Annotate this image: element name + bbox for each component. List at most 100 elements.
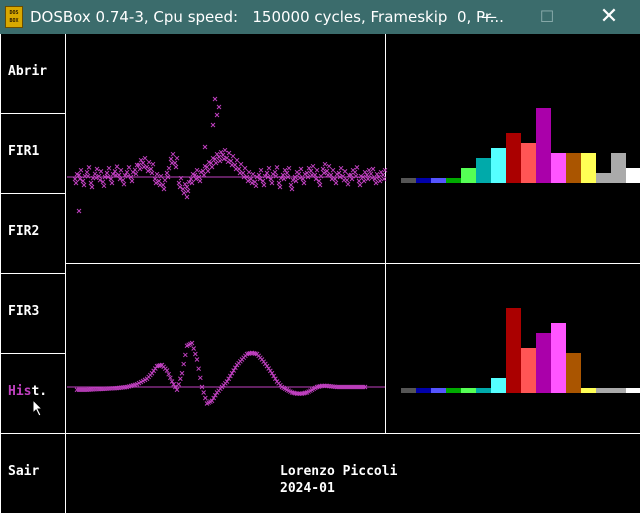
scatter-point [154, 171, 160, 177]
scatter-point [297, 175, 303, 181]
line-point [362, 384, 368, 390]
scatter-point [210, 122, 216, 128]
menu-item-fir2[interactable]: FIR2 [8, 224, 40, 239]
scatter-point [357, 182, 363, 188]
maximize-button[interactable]: ☐ [539, 7, 555, 26]
scatter-point [378, 169, 384, 175]
scatter-point [229, 162, 235, 168]
line-point [197, 375, 203, 381]
scatter-point [118, 167, 124, 173]
histogram-bar [626, 388, 640, 393]
histogram-bar [536, 333, 551, 393]
histogram-bar [476, 388, 491, 393]
scatter-point [174, 155, 180, 161]
menu-item-hist[interactable]: Hist. [8, 384, 47, 399]
line-point [227, 373, 233, 379]
histogram-bar [551, 153, 566, 183]
scatter-point [146, 159, 152, 165]
scatter-point [218, 149, 224, 155]
scatter-point [121, 181, 127, 187]
menu-divider-1 [0, 113, 65, 114]
scatter-point [253, 183, 259, 189]
scatter-point [224, 155, 230, 161]
line-point [269, 370, 275, 376]
minimize-button[interactable]: — [481, 7, 497, 26]
histogram-bar [506, 133, 521, 183]
scatter-point [129, 178, 135, 184]
title-bar[interactable]: DOS BOX DOSBox 0.74-3, Cpu speed: 150000… [0, 0, 640, 34]
histogram-bar [611, 388, 626, 393]
scatter-point [133, 171, 139, 177]
scatter-point [196, 174, 202, 180]
scatter-point [313, 176, 319, 182]
scatter-point [257, 176, 263, 182]
scatter-point [205, 168, 211, 174]
scatter-point [73, 180, 79, 186]
scatter-point [281, 176, 287, 182]
line-point [224, 379, 230, 384]
histogram-bar [581, 153, 596, 183]
histogram-bar [416, 388, 431, 393]
scatter-point [76, 208, 82, 214]
scatter-point [264, 170, 270, 176]
scatter-point [234, 157, 240, 163]
dosbox-icon: DOS BOX [5, 6, 23, 28]
scatter-point [112, 169, 118, 174]
scatter-point [216, 154, 222, 160]
histogram-bar [581, 388, 596, 393]
histogram-bar [431, 178, 446, 183]
scatter-point [338, 165, 344, 171]
scatter-point [254, 174, 260, 180]
menu-item-fir3[interactable]: FIR3 [8, 304, 40, 319]
dos-screen[interactable]: Abrir FIR1 FIR2 FIR3 Hist. Sair Lorenzo … [0, 34, 640, 513]
scatter-point [305, 174, 311, 180]
scatter-point [164, 170, 170, 176]
histogram-bar [506, 308, 521, 393]
top-histogram [401, 108, 640, 183]
scatter-point [233, 166, 239, 172]
scatter-point [176, 180, 182, 186]
scatter-point [230, 153, 236, 159]
scatter-point [109, 180, 115, 186]
scatter-point [221, 156, 227, 162]
menu-divider-4 [0, 353, 65, 354]
scatter-point [333, 180, 339, 186]
histogram-bar [446, 388, 461, 393]
scatter-point [77, 176, 83, 182]
scatter-point [184, 194, 190, 200]
scatter-point [269, 180, 275, 186]
scatter-point [93, 175, 99, 181]
scatter-point [249, 180, 255, 186]
scatter-point [156, 178, 162, 184]
scatter-point [134, 162, 140, 168]
scatter-point [337, 174, 343, 180]
close-button[interactable]: ✕ [599, 4, 619, 29]
scatter-point [358, 173, 364, 179]
scatter-point [74, 171, 80, 177]
scatter-point [330, 167, 336, 173]
histogram-bar [566, 153, 581, 183]
scatter-point [273, 173, 279, 179]
divider-bottom [0, 433, 640, 434]
scatter-point [202, 163, 208, 169]
scatter-point [157, 182, 163, 188]
scatter-point [212, 96, 218, 102]
scatter-point [166, 165, 172, 171]
scatter-point [222, 147, 228, 153]
menu-item-fir1[interactable]: FIR1 [8, 144, 40, 159]
scatter-point [353, 173, 359, 179]
scatter-point [294, 169, 300, 175]
scatter-point [140, 160, 146, 166]
scatter-point [173, 164, 179, 170]
menu-item-abrir[interactable]: Abrir [8, 64, 48, 79]
scatter-point [341, 177, 347, 183]
scatter-point [270, 171, 276, 177]
menu-item-sair[interactable]: Sair [8, 464, 40, 479]
menu-item-hist-highlight: His [8, 384, 32, 399]
scatter-point [120, 177, 126, 183]
icon-text-dos: DOS [9, 10, 19, 16]
scatter-point [113, 173, 119, 178]
divider-middle [385, 34, 386, 433]
scatter-point [184, 184, 190, 190]
line-point [226, 376, 232, 382]
